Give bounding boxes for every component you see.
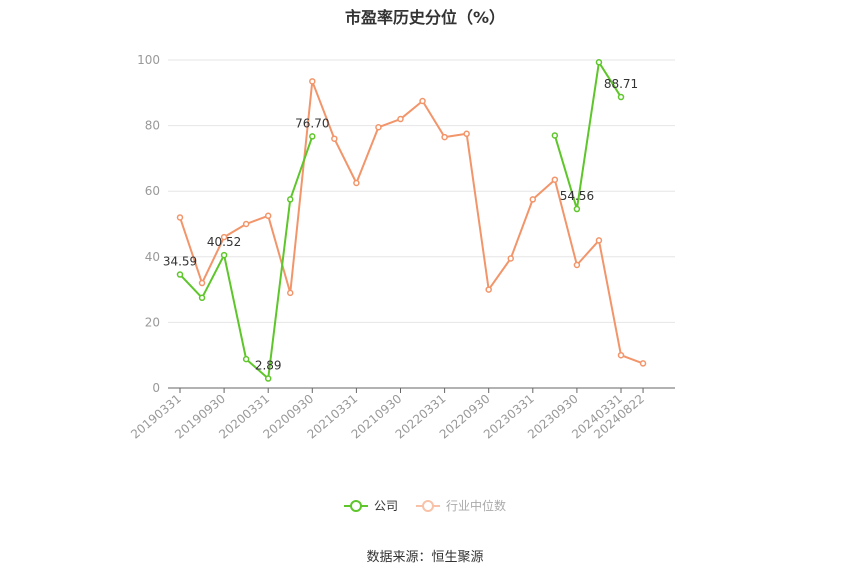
point-industry-median-20221231 [507,255,514,262]
legend: 公司 行业中位数 [0,497,850,514]
point-industry-median-20240331 [617,351,625,359]
legend-label-company: 公司 [373,499,398,513]
point-company-20240331 [617,93,625,101]
data-label-company-20190331: 34.59 [163,255,197,269]
data-label-company-20230930: 54.56 [560,189,594,203]
data-label-company-20200930: 76.70 [295,116,329,130]
data-source: 数据来源：恒生聚源 [366,550,484,565]
y-tick-label-60: 60 [145,184,160,198]
data-label-company-20190930: 40.52 [207,235,241,249]
point-industry-median-20220630 [463,130,470,138]
data-label-company-20240331: 88.71 [604,77,638,91]
point-industry-median-20190331 [176,214,184,221]
point-company-20190331 [176,271,184,278]
point-industry-median-20231231 [595,237,603,244]
y-tick-label-0: 0 [152,381,160,395]
chart-title: 市盈率历史分位（%） [344,8,506,27]
y-tick-label-40: 40 [145,250,160,264]
data-label-company-20200331: 2.89 [255,359,282,373]
legend-item-company[interactable]: 公司 [343,497,398,514]
series-line-company-0 [179,136,314,380]
point-industry-median-20200630 [287,289,294,297]
point-industry-median-20211231 [419,97,426,105]
point-company-20230930 [573,205,581,213]
point-company-20190930 [220,251,228,259]
point-industry-median-20240822 [639,360,647,367]
point-industry-median-20230930 [573,261,581,269]
point-industry-median-20200331 [264,212,272,220]
point-industry-median-20220331 [441,133,448,141]
point-industry-median-20210630 [375,123,382,131]
point-company-20191231 [242,355,250,363]
series-line-company-1 [553,61,622,211]
point-industry-median-20210930 [397,115,404,123]
point-company-20200331 [264,375,272,382]
legend-swatch-industry-median [416,499,440,513]
point-industry-median-20200930 [309,78,316,85]
point-industry-median-20230630 [551,176,559,183]
legend-label-industry-median: 行业中位数 [446,499,507,513]
point-company-20231231 [595,59,603,66]
point-company-20200630 [287,196,294,203]
point-company-20190630 [198,294,206,302]
y-tick-label-80: 80 [145,119,160,133]
point-industry-median-20230331 [529,196,537,203]
point-industry-median-20210331 [353,179,360,187]
legend-swatch-company [343,499,368,513]
series-line-industry-median-0 [179,80,644,365]
point-industry-median-20190930 [220,233,228,241]
point-company-20230630 [551,132,559,139]
point-industry-median-20190630 [198,279,206,287]
y-tick-label-20: 20 [145,315,160,329]
point-industry-median-20201231 [331,135,338,142]
point-company-20200930 [309,133,316,140]
point-industry-median-20191231 [242,220,250,228]
legend-item-industry-median[interactable]: 行业中位数 [416,497,506,514]
y-tick-label-100: 100 [137,53,160,67]
point-industry-median-20220930 [485,286,492,293]
